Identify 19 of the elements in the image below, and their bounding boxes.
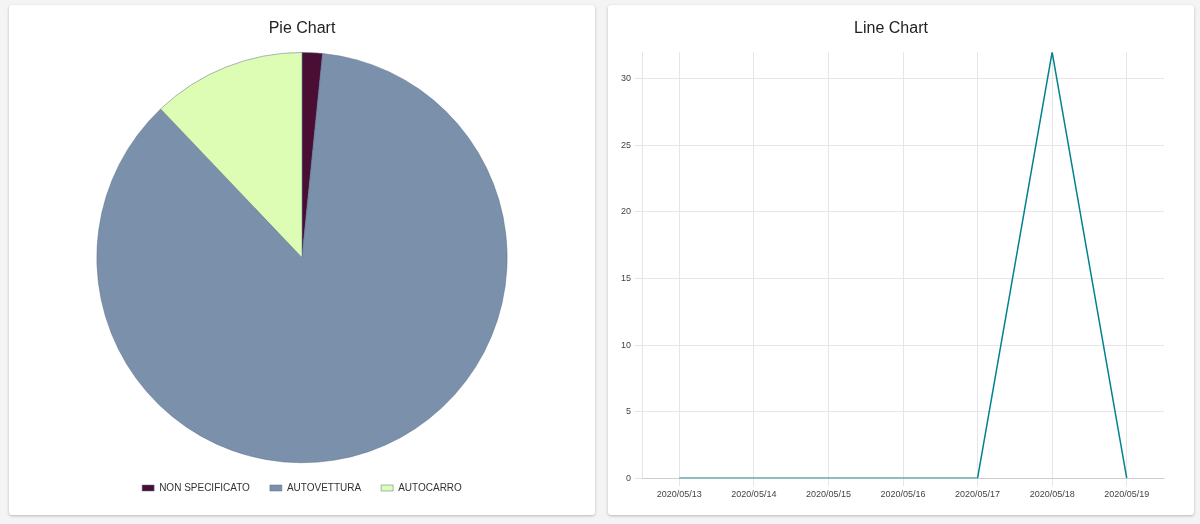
- y-tick-label: 0: [626, 472, 632, 483]
- legend-label: NON SPECIFICATO: [159, 481, 251, 493]
- x-tick-label: 2020/05/16: [880, 489, 926, 500]
- legend-label: AUTOVETTURA: [286, 481, 362, 493]
- y-tick-label: 20: [621, 206, 632, 217]
- x-tick-label: 2020/05/14: [731, 489, 777, 500]
- x-tick-label: 2020/05/15: [805, 489, 851, 500]
- y-tick-label: 5: [626, 406, 632, 417]
- x-tick-label: 2020/05/17: [955, 489, 1001, 500]
- legend-label: AUTOCARRO: [398, 481, 463, 493]
- y-tick-label: 10: [621, 339, 632, 350]
- y-tick-label: 15: [621, 273, 632, 283]
- x-tick-label: 2020/05/18: [1029, 489, 1075, 500]
- x-tick-label: 2020/05/13: [656, 489, 702, 500]
- chart-title: Line Chart: [854, 19, 929, 37]
- y-tick-label: 30: [621, 73, 632, 84]
- x-tick-label: 2020/05/19: [1104, 489, 1150, 500]
- y-tick-label: 25: [621, 139, 632, 150]
- chart-title: Pie Chart: [268, 19, 336, 37]
